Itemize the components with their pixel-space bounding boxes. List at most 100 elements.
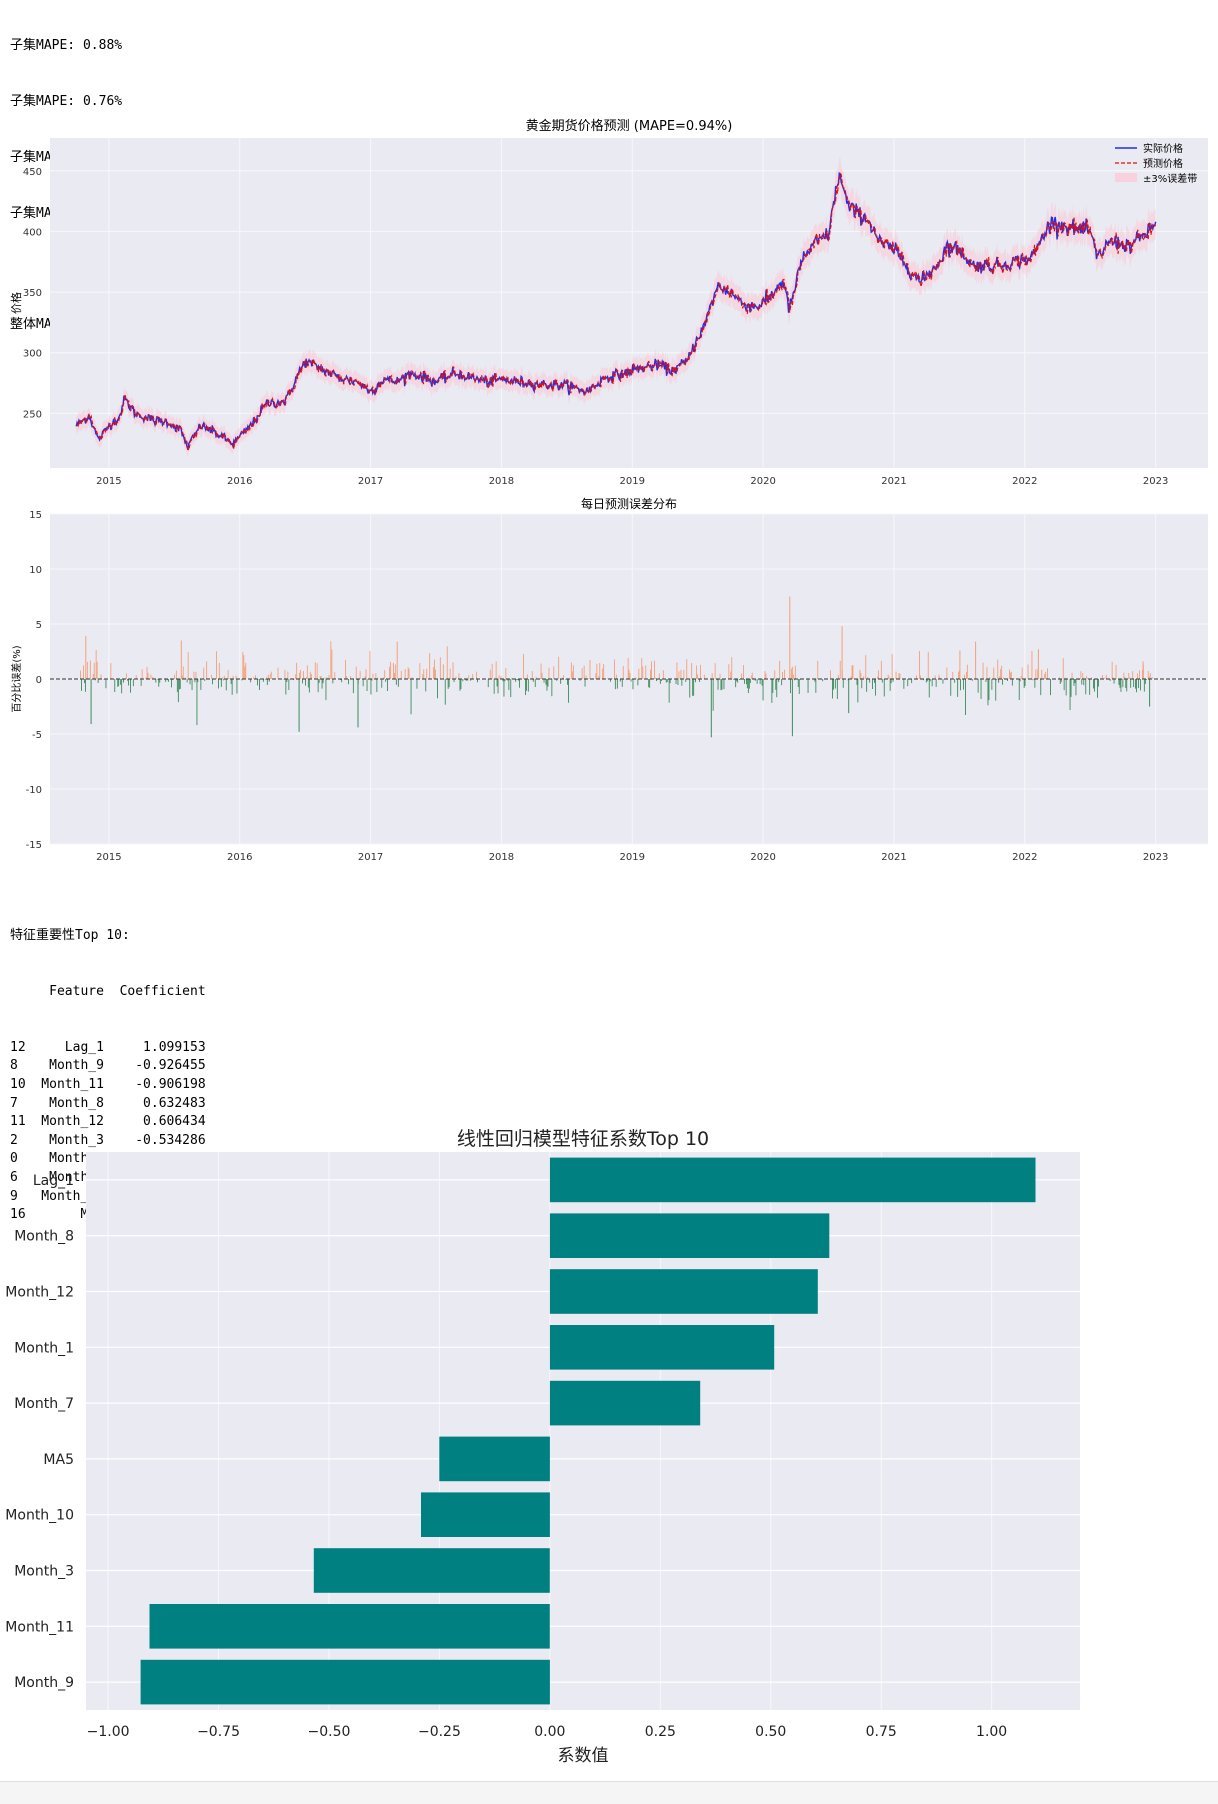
error-bar — [842, 626, 843, 679]
error-bar — [663, 670, 664, 679]
error-bar — [1146, 679, 1147, 680]
error-bar — [472, 674, 473, 679]
error-bar — [299, 679, 300, 732]
error-bar — [872, 679, 873, 689]
error-bar — [542, 673, 543, 679]
error-bar — [1125, 679, 1126, 688]
error-bar — [939, 675, 940, 679]
error-bar — [270, 674, 271, 679]
error-bar — [571, 663, 572, 680]
error-bar — [1002, 679, 1003, 685]
error-bar — [87, 662, 88, 679]
error-bar — [211, 675, 212, 679]
error-bar — [967, 665, 968, 679]
error-bar — [401, 671, 402, 679]
error-bar — [83, 666, 84, 680]
error-bar — [532, 671, 533, 679]
error-bar — [1033, 679, 1034, 680]
error-bar — [832, 679, 833, 699]
error-bar — [952, 672, 953, 679]
y-tick-label: 300 — [23, 349, 42, 360]
error-bar — [110, 663, 111, 679]
error-bar — [596, 664, 597, 679]
subset-mape-line: 子集MAPE: 0.88% — [10, 37, 122, 56]
error-bar — [200, 679, 201, 690]
error-bar — [81, 679, 82, 691]
error-bar — [381, 679, 382, 688]
error-bar — [958, 672, 959, 679]
table-row: 12 Lag_1 1.099153 — [10, 1039, 206, 1058]
error-bar — [353, 679, 354, 693]
y-tick-label: Month_7 — [14, 1396, 74, 1412]
error-bar — [305, 679, 306, 686]
error-bar — [602, 668, 603, 679]
x-tick-label: 2020 — [750, 476, 775, 484]
error-bar — [792, 667, 793, 679]
error-bar — [460, 679, 461, 691]
error-bar — [1116, 665, 1117, 679]
error-bar — [1080, 671, 1081, 679]
error-bar — [1144, 679, 1145, 692]
error-bar — [176, 671, 177, 679]
error-bar — [419, 663, 420, 679]
error-bar — [417, 679, 418, 689]
error-bar — [1114, 679, 1115, 684]
error-bar — [747, 679, 748, 688]
error-bar — [128, 679, 129, 686]
error-bar — [943, 679, 944, 684]
error-bar — [544, 679, 545, 683]
error-bar — [218, 679, 219, 689]
error-bar — [177, 679, 178, 692]
error-bar — [1139, 670, 1140, 679]
error-bar — [875, 679, 876, 696]
error-bar — [395, 665, 396, 679]
error-bar — [932, 679, 933, 686]
y-tick-label: 250 — [23, 409, 42, 420]
error-bar — [965, 679, 966, 715]
error-bar — [748, 679, 749, 693]
error-bar — [1143, 661, 1144, 679]
error-bar — [642, 666, 643, 679]
error-bar — [603, 664, 604, 679]
error-bar — [959, 650, 960, 679]
coef-bar — [314, 1548, 550, 1593]
coef-bar — [421, 1492, 550, 1537]
error-bar — [1066, 679, 1067, 695]
error-bar — [741, 674, 742, 679]
error-bar — [891, 679, 892, 683]
error-bar — [1040, 679, 1041, 695]
error-bar — [903, 679, 904, 689]
error-bar — [1076, 679, 1077, 695]
error-bar — [1148, 671, 1149, 679]
error-bar — [323, 679, 324, 683]
error-bar — [253, 677, 254, 679]
error-bar — [776, 679, 777, 697]
error-bar — [1083, 679, 1084, 685]
error-bar — [1130, 679, 1131, 688]
error-bar — [1136, 679, 1137, 692]
error-bar — [798, 679, 799, 687]
error-bar — [394, 673, 395, 679]
error-bar — [85, 679, 86, 692]
error-bar — [599, 663, 600, 679]
error-bar — [96, 650, 97, 679]
error-bar — [660, 679, 661, 684]
error-bar — [453, 662, 454, 679]
table-header: Feature Coefficient — [10, 983, 206, 1002]
error-bar — [553, 666, 554, 679]
error-bar — [1145, 679, 1146, 684]
error-bar — [118, 679, 119, 686]
error-bar — [433, 667, 434, 679]
error-bar — [572, 671, 573, 679]
error-bar — [1122, 679, 1123, 687]
error-bar — [866, 679, 867, 692]
error-bar — [935, 676, 936, 680]
error-bar — [641, 658, 642, 679]
y-tick-label: Month_1 — [14, 1340, 74, 1356]
error-bar — [259, 679, 260, 690]
x-tick-label: −0.25 — [418, 1724, 461, 1740]
error-bar — [551, 679, 552, 696]
error-bar — [330, 641, 331, 679]
error-bar — [188, 652, 189, 679]
error-bar — [223, 679, 224, 680]
